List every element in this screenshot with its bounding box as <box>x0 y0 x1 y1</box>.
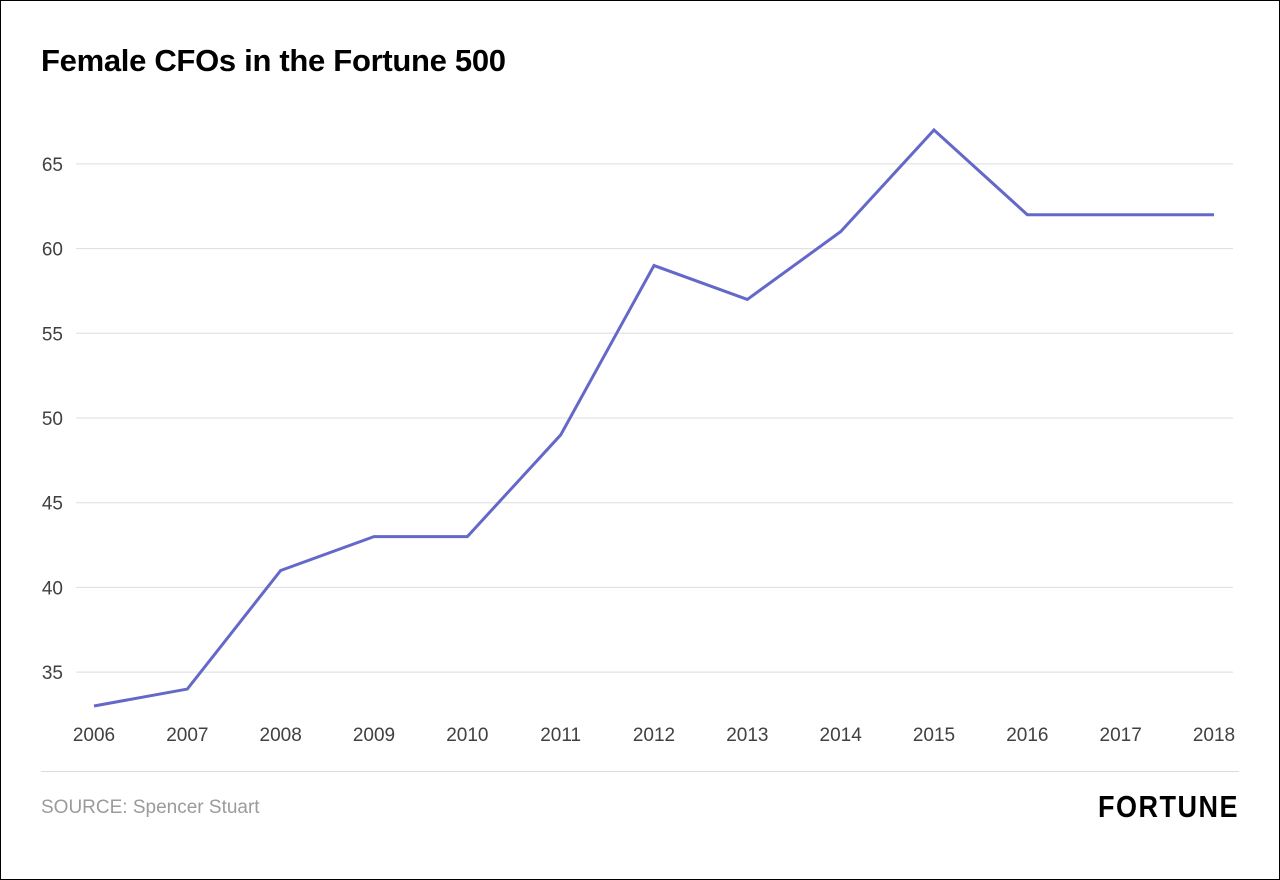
x-tick-label: 2009 <box>353 725 395 746</box>
x-tick-label: 2017 <box>1100 725 1142 746</box>
x-tick-label: 2012 <box>633 725 675 746</box>
data-series-line <box>93 127 1214 708</box>
fortune-logo: FORTUNE <box>1098 790 1239 824</box>
x-tick-label: 2018 <box>1193 725 1235 746</box>
x-tick-label: 2013 <box>726 725 768 746</box>
y-tick-label: 60 <box>42 240 63 261</box>
y-tick-label: 55 <box>42 324 63 345</box>
source-note: SOURCE: Spencer Stuart <box>41 796 260 818</box>
y-tick-label: 50 <box>42 409 63 430</box>
x-tick-label: 2010 <box>446 725 488 746</box>
x-tick-label: 2007 <box>166 725 208 746</box>
footer: SOURCE: Spencer Stuart FORTUNE <box>41 771 1239 824</box>
x-tick-label: 2006 <box>73 725 115 746</box>
x-tick-label: 2015 <box>913 725 955 746</box>
x-tick-label: 2011 <box>540 725 581 746</box>
x-tick-label: 2008 <box>260 725 302 746</box>
y-tick-label: 40 <box>42 578 63 599</box>
y-tick-label: 65 <box>42 155 63 176</box>
x-tick-label: 2016 <box>1006 725 1048 746</box>
chart-title: Female CFOs in the Fortune 500 <box>41 43 506 78</box>
x-tick-label: 2014 <box>820 725 863 746</box>
y-tick-label: 45 <box>42 494 63 515</box>
y-tick-label: 35 <box>42 663 63 684</box>
